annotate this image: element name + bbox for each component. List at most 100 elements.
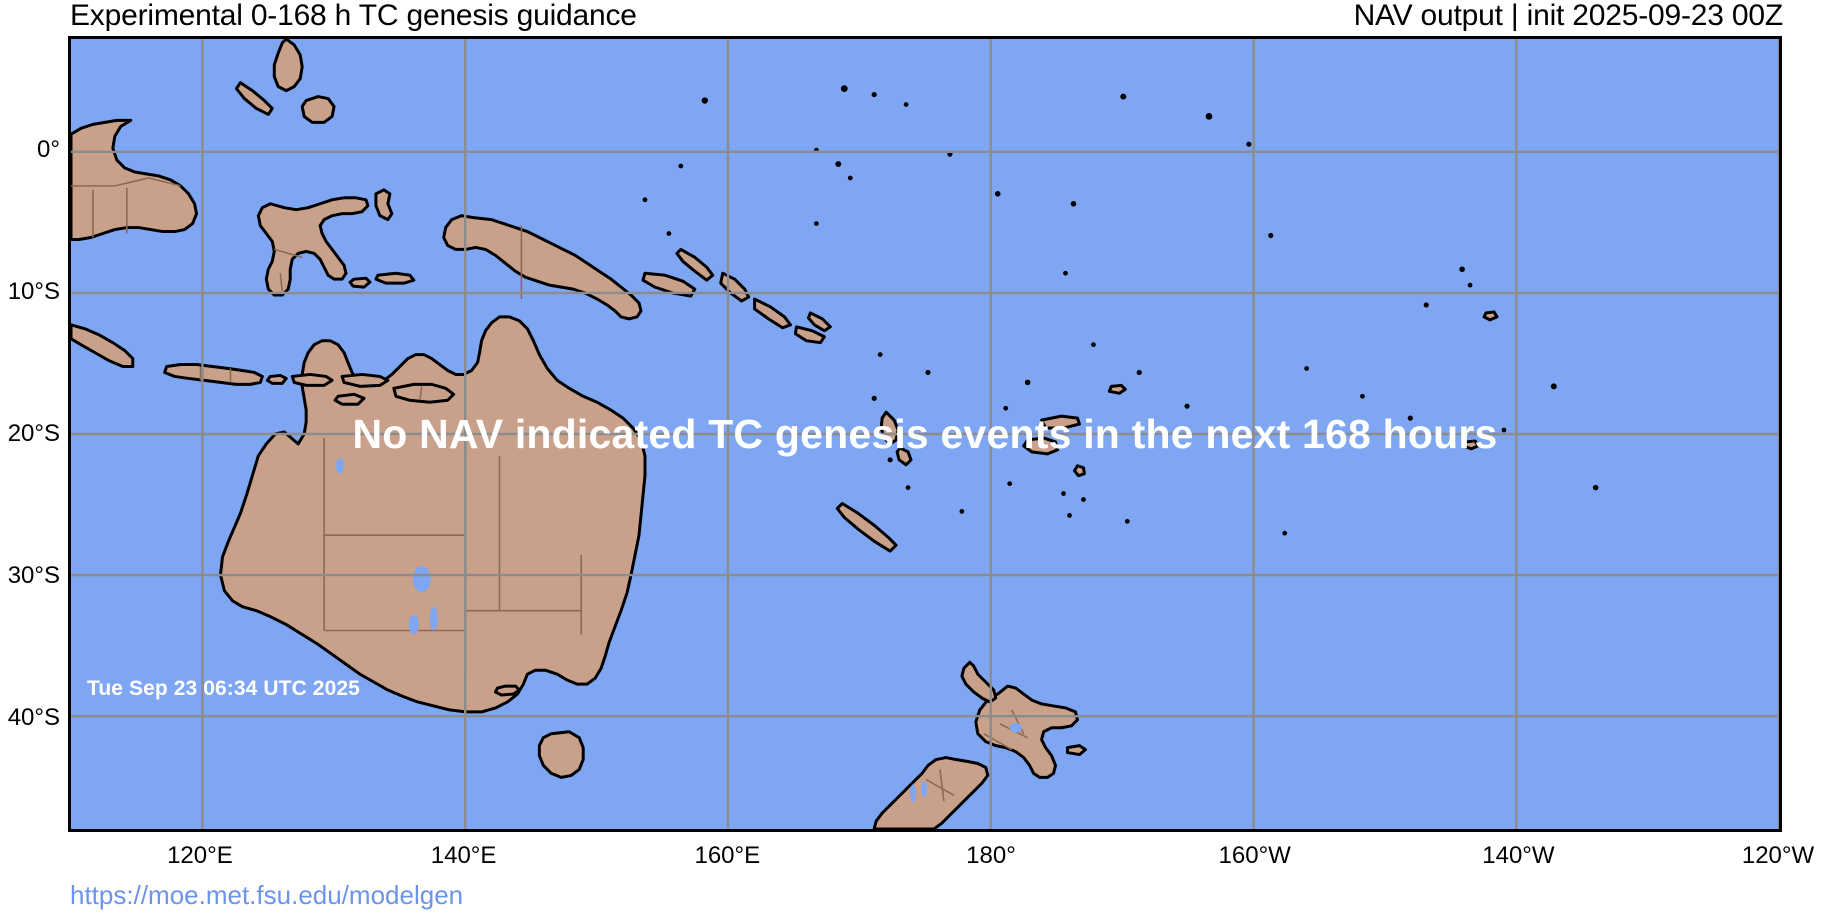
atoll-dot [1003, 405, 1009, 411]
atoll-dot [678, 163, 684, 169]
halmahera-island [374, 188, 394, 222]
buru-island [348, 276, 372, 289]
xtick-label-140E: 140°E [430, 842, 497, 869]
palawan-island [234, 81, 274, 116]
map-canvas [71, 39, 1779, 829]
ytick-label-20S: 20°S [7, 420, 60, 447]
atoll-dots-group [642, 85, 1599, 536]
xtick-label-160E: 160°E [694, 842, 761, 869]
atoll-dot [1407, 415, 1413, 421]
atoll-dot [1205, 113, 1213, 120]
map-plot-area[interactable]: No NAV indicated TC genesis events in th… [68, 36, 1782, 832]
lombok-sumbawa-island [290, 372, 334, 387]
sumba-island [333, 392, 366, 406]
new-britain-island [641, 271, 697, 298]
atoll-dot [1091, 342, 1096, 348]
tonga-island [1072, 464, 1086, 478]
atoll-dot [813, 221, 819, 226]
page-title: Experimental 0-168 h TC genesis guidance [70, 0, 637, 32]
vanuatu-islands [879, 410, 900, 446]
xtick-label-120W: 120°W [1741, 842, 1815, 869]
borneo-internal-borders [71, 177, 181, 238]
flores-island [340, 372, 390, 388]
xtick-label-120E: 120°E [167, 842, 233, 869]
atoll-dot [642, 197, 648, 203]
java-internal-borders [199, 366, 232, 383]
atoll-dot [1501, 427, 1507, 433]
marquesas-islands [1482, 310, 1499, 322]
atoll-dot [1459, 266, 1465, 273]
atoll-dot [903, 102, 909, 107]
atoll-dot [905, 485, 911, 490]
atoll-dot [701, 97, 708, 104]
timor-border [418, 386, 423, 401]
atoll-dot [1007, 481, 1013, 487]
lake-torrens [429, 606, 438, 631]
solomon-islands [753, 297, 792, 330]
nz-lake-te-anau [910, 784, 917, 803]
atoll-dot [1304, 366, 1310, 371]
nz-north-island [974, 684, 1079, 779]
sulawesi-landmass [256, 196, 370, 297]
atoll-dot [1246, 141, 1252, 147]
atoll-dot [1268, 232, 1274, 239]
landmass-group [71, 39, 1499, 829]
atoll-dot [1061, 491, 1066, 496]
sulawesi-internal-borders [274, 248, 303, 292]
mindanao-island [300, 95, 336, 124]
atoll-dot [1124, 518, 1130, 524]
ytick-label-30S: 30°S [7, 562, 60, 590]
tahiti-island [1462, 439, 1480, 451]
atoll-dot [1067, 513, 1072, 518]
atoll-dot [959, 509, 965, 514]
nz-lake-wakatipu [921, 781, 927, 798]
guadalcanal-island [793, 325, 826, 345]
atoll-dot [1081, 497, 1086, 502]
source-url-link[interactable]: https://moe.met.fsu.edu/modelgen [70, 880, 464, 910]
model-init-label: NAV output | init 2025-09-23 00Z [1353, 0, 1784, 32]
borneo-landmass [71, 118, 199, 241]
new-caledonia-island [835, 501, 898, 553]
inland-water-group [211, 457, 1022, 803]
atoll-dot [994, 191, 1001, 197]
atoll-dot [1360, 393, 1365, 399]
nz-lake-taupo [1009, 722, 1022, 733]
atoll-dot [925, 369, 931, 376]
atoll-dot [847, 175, 853, 181]
atoll-dot [840, 85, 848, 92]
atoll-dot [1467, 282, 1473, 288]
atoll-dot [871, 91, 877, 98]
new-ireland-island [675, 247, 715, 282]
malaita-island [806, 311, 832, 333]
lake-eyre [412, 565, 431, 592]
gridlines-group [71, 39, 1779, 829]
atoll-dot [887, 457, 893, 463]
vanuatu-south-island [895, 446, 913, 467]
atoll-dot [1550, 383, 1557, 390]
seram-island [374, 271, 416, 285]
chatham-islands [1066, 744, 1087, 757]
atoll-dot [1184, 403, 1190, 409]
samoa-island [1107, 383, 1127, 395]
sumatra-landmass [71, 323, 135, 369]
atoll-dot [1070, 200, 1077, 207]
atoll-dot [1120, 93, 1127, 100]
atoll-dot [877, 352, 883, 357]
atoll-dot [1282, 530, 1288, 536]
atoll-dot [871, 395, 877, 401]
xtick-label-160W: 160°W [1218, 842, 1291, 869]
header: Experimental 0-168 h TC genesis guidance… [0, 0, 1831, 34]
nz-south-island [872, 756, 990, 829]
kangaroo-island [494, 684, 521, 697]
timor-island [392, 382, 456, 404]
wa-salt-lake [211, 582, 222, 591]
atoll-dot [1423, 302, 1429, 308]
atoll-dot [1024, 379, 1031, 386]
atoll-dot [835, 161, 842, 168]
atoll-dot [1592, 484, 1599, 491]
luzon-island [272, 39, 304, 93]
xtick-label-140W: 140°W [1482, 842, 1555, 869]
atoll-dot [666, 231, 672, 236]
ytick-label-40S: 40°S [7, 704, 60, 732]
